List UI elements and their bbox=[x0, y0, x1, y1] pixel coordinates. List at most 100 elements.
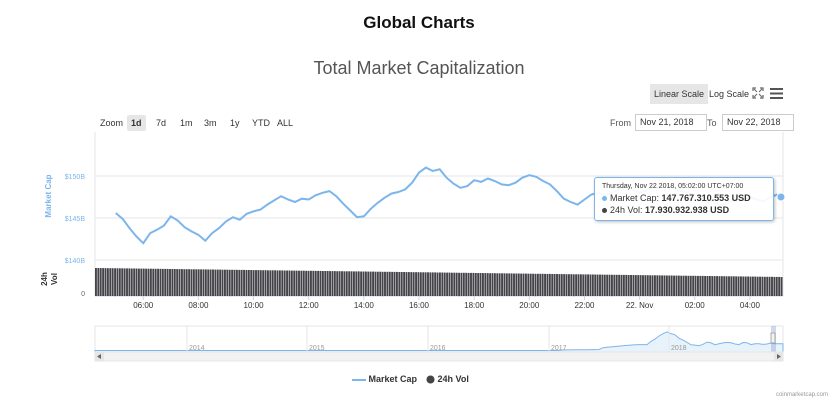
market-cap-dot-icon bbox=[602, 196, 607, 201]
volume-bar bbox=[769, 277, 771, 296]
x-axis-ticks: 06:00 08:00 10:00 12:00 14:00 16:00 18:00 20:00… bbox=[133, 296, 760, 310]
volume-bar bbox=[160, 269, 162, 296]
volume-bar bbox=[472, 273, 474, 296]
navigator-handle[interactable] bbox=[771, 333, 775, 343]
volume-bar bbox=[327, 271, 329, 296]
volume-bar bbox=[630, 275, 632, 296]
volume-bar bbox=[334, 271, 336, 296]
volume-bar bbox=[140, 269, 142, 296]
volume-bar bbox=[105, 268, 107, 296]
volume-bar bbox=[439, 273, 441, 297]
volume-bar bbox=[487, 273, 489, 296]
volume-bar bbox=[437, 273, 439, 297]
volume-bar bbox=[169, 269, 171, 296]
scrollbar-track[interactable] bbox=[95, 352, 783, 361]
volume-bar bbox=[167, 269, 169, 296]
volume-bar bbox=[229, 270, 231, 296]
volume-bar bbox=[305, 271, 307, 296]
volume-bar bbox=[145, 269, 147, 296]
volume-bar bbox=[494, 273, 496, 296]
volume-bar bbox=[183, 269, 185, 296]
volume-bar bbox=[687, 276, 689, 296]
volume-bar bbox=[504, 273, 506, 296]
volume-bar bbox=[518, 274, 520, 297]
volume-bar bbox=[95, 268, 97, 296]
volume-bar bbox=[647, 275, 649, 296]
volume-bar bbox=[573, 274, 575, 296]
volume-bar bbox=[776, 277, 778, 296]
volume-bar bbox=[420, 272, 422, 296]
volume-bar bbox=[114, 268, 116, 296]
volume-bar bbox=[317, 271, 319, 296]
volume-bar bbox=[131, 269, 133, 297]
volume-bar bbox=[429, 272, 431, 296]
x-tick-label: 20:00 bbox=[519, 301, 540, 310]
volume-bar bbox=[205, 269, 207, 296]
x-tick-label: 02:00 bbox=[685, 301, 706, 310]
volume-bar bbox=[379, 272, 381, 296]
volume-bar bbox=[625, 275, 627, 296]
volume-bar bbox=[747, 277, 749, 297]
x-tick-label: 08:00 bbox=[188, 301, 209, 310]
volume-bar bbox=[678, 276, 680, 296]
volume-bar bbox=[126, 268, 128, 296]
volume-bar bbox=[112, 268, 114, 296]
vol-axis-title-2: Vol bbox=[50, 273, 59, 285]
volume-bar bbox=[262, 270, 264, 296]
volume-bar bbox=[291, 271, 293, 296]
x-tick-label: 10:00 bbox=[244, 301, 265, 310]
volume-bar bbox=[554, 274, 556, 296]
volume-bar bbox=[284, 271, 286, 297]
volume-bar bbox=[389, 272, 391, 296]
volume-bar bbox=[401, 272, 403, 296]
x-tick-label: 18:00 bbox=[464, 301, 485, 310]
volume-bar bbox=[277, 270, 279, 296]
volume-bar bbox=[343, 271, 345, 296]
volume-bar bbox=[279, 270, 281, 296]
x-tick-label: 16:00 bbox=[409, 301, 430, 310]
volume-bar bbox=[621, 275, 623, 296]
volume-bar bbox=[628, 275, 630, 296]
volume-bar bbox=[186, 269, 188, 296]
volume-bar bbox=[556, 274, 558, 296]
volume-bar bbox=[157, 269, 159, 296]
volume-bar bbox=[458, 273, 460, 296]
volume-bar bbox=[348, 271, 350, 296]
volume-bar bbox=[248, 270, 250, 296]
credit-text: coinmarketcap.com bbox=[776, 392, 828, 398]
tooltip-vol-label: 24h Vol: bbox=[610, 205, 643, 215]
volume-bar bbox=[375, 272, 377, 296]
volume-bar bbox=[523, 274, 525, 296]
legend-vol[interactable]: 24h Vol bbox=[426, 374, 469, 384]
volume-bar bbox=[666, 276, 668, 297]
navigator-year-label: 2014 bbox=[189, 345, 205, 352]
volume-bar bbox=[434, 272, 436, 296]
volume-bar bbox=[633, 275, 635, 296]
volume-bar bbox=[360, 272, 362, 297]
volume-bar bbox=[527, 274, 529, 296]
volume-bar bbox=[623, 275, 625, 296]
volume-bar bbox=[664, 275, 666, 296]
volume-bar bbox=[482, 273, 484, 296]
legend-market-cap[interactable]: Market Cap bbox=[352, 374, 417, 384]
volume-bar bbox=[604, 275, 606, 296]
volume-bar bbox=[515, 274, 517, 297]
volume-bar bbox=[764, 277, 766, 296]
volume-bar bbox=[766, 277, 768, 296]
volume-bar bbox=[771, 277, 773, 296]
volume-bar bbox=[358, 271, 360, 296]
volume-bar bbox=[551, 274, 553, 296]
legend-market-cap-label: Market Cap bbox=[369, 374, 418, 384]
x-tick-label: 06:00 bbox=[133, 301, 154, 310]
volume-bar bbox=[637, 275, 639, 296]
volume-bar bbox=[465, 273, 467, 296]
volume-bar bbox=[484, 273, 486, 296]
volume-bar bbox=[408, 272, 410, 296]
volume-bar bbox=[219, 270, 221, 296]
volume-bar bbox=[415, 272, 417, 296]
volume-bar bbox=[661, 275, 663, 296]
volume-bar bbox=[109, 268, 111, 296]
volume-bar bbox=[561, 274, 563, 296]
volume-bar bbox=[267, 270, 269, 296]
y-tick-label: $145B bbox=[65, 216, 86, 223]
